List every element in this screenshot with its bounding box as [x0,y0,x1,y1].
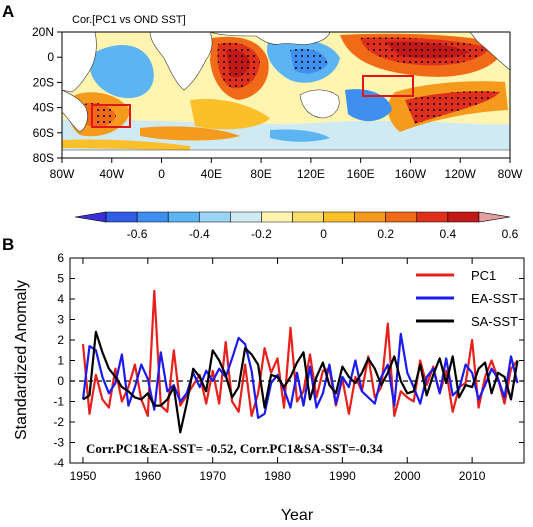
colorbar-segment [447,211,480,223]
y-tick-label: 4 [57,292,64,306]
colorbar-segment [198,211,231,223]
map-title: Cor.[PC1 vs OND SST] [72,14,186,26]
y-tick-label: 1 [57,354,64,368]
colorbar [74,211,511,223]
colorbar-segment [323,211,355,223]
colorbar-segment [105,211,138,223]
x-tick-label: 1980 [264,469,291,483]
lat-tick-label: 20N [32,25,54,39]
x-tick-label: 1990 [329,469,356,483]
y-axis-label: Standardized Anomaly [13,280,30,440]
colorbar-segment [230,211,262,223]
colorbar-label: 0 [320,227,327,241]
lon-tick-label: 80W [498,167,523,181]
y-tick-label: 6 [57,251,64,265]
x-tick-label: 1950 [70,469,97,483]
y-tick-label: 5 [57,272,64,286]
timeseries-plot: -4 -3 -2 -1 0 1 2 3 4 5 6 1950 1960 1970 1980 1990 2000… [53,251,525,483]
x-axis-ticks: 1950 1960 1970 1980 1990 2000 2010 [70,258,486,483]
x-tick-label: 2010 [459,469,486,483]
lat-tick-label: 20S [33,75,54,89]
lon-tick-label: 40E [201,167,222,181]
lat-tick-label: 40S [33,101,54,115]
lon-tick-label: 80W [50,167,75,181]
map-lat-ticks: 20N 0 20S 40S 60S 80S [32,25,62,165]
legend-label-ea-sst: EA-SST [471,291,518,306]
colorbar-segment [136,211,169,223]
x-tick-label: 2000 [394,469,421,483]
x-tick-label: 1960 [134,469,161,483]
colorbar-label: 0.4 [440,227,457,241]
sst-correlation-map [61,31,511,159]
lon-tick-label: 80E [250,167,271,181]
colorbar-segment [478,211,511,223]
ea-sst-box [91,104,131,128]
colorbar-segment [261,211,293,223]
legend: PC1 EA-SST SA-SST [416,268,518,329]
colorbar-segment [385,211,418,223]
colorbar-segment [167,211,200,223]
series-line-ea-sst [81,332,519,419]
lon-tick-label: 160E [347,167,375,181]
lon-tick-label: 40W [99,167,124,181]
lon-tick-label: 160W [395,167,427,181]
colorbar-label: 0.6 [502,227,519,241]
y-tick-label: -1 [53,395,64,409]
x-tick-label: 1970 [199,469,226,483]
lon-tick-label: 120W [445,167,477,181]
lon-tick-label: 120E [297,167,325,181]
series-line-sa-sst [82,330,519,434]
y-tick-label: 0 [57,374,64,388]
y-tick-label: 3 [57,313,64,327]
colorbar-segment [354,211,387,223]
colorbar-label: -0.4 [189,227,210,241]
colorbar-segment [292,211,324,223]
x-axis-label: Year [281,507,314,524]
colorbar-label: -0.6 [127,227,148,241]
legend-label-sa-sst: SA-SST [471,314,518,329]
y-tick-label: 2 [57,333,64,347]
colorbar-labels: -0.6 -0.4 -0.2 0 0.2 0.4 0.6 [127,227,519,241]
lon-tick-label: 0 [158,167,165,181]
y-tick-label: -2 [53,415,64,429]
sa-sst-box [362,75,414,97]
lat-tick-label: 80S [33,151,54,165]
series-line-pc1 [81,289,519,417]
lat-tick-label: 0 [47,50,54,64]
plot-frame [69,257,525,464]
correlation-annotation: Corr.PC1&EA-SST= -0.52, Corr.PC1&SA-SST=… [86,441,383,456]
legend-label-pc1: PC1 [471,268,496,283]
colorbar-segment [416,211,449,223]
colorbar-label: -0.2 [251,227,272,241]
panel-a-letter: A [2,2,14,21]
y-tick-label: -3 [53,436,64,450]
y-axis-ticks: -4 -3 -2 -1 0 1 2 3 4 5 6 [53,251,524,470]
panel-b-letter: B [2,235,14,254]
y-tick-label: -4 [53,456,64,470]
lat-tick-label: 60S [33,126,54,140]
colorbar-segment [74,211,107,223]
colorbar-label: 0.2 [377,227,394,241]
map-lon-ticks: 80W 40W 0 40E 80E 120E 160E 160W 120W 80W [50,158,523,181]
